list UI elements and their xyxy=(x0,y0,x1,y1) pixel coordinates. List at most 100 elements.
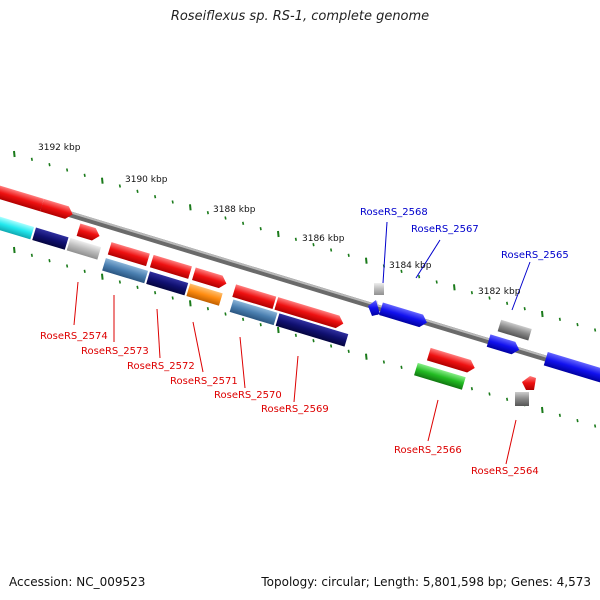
tick-mark xyxy=(365,353,368,360)
position-label: 3184 kbp xyxy=(389,261,432,271)
tick-mark xyxy=(259,227,262,231)
gene-block[interactable] xyxy=(426,347,477,374)
tick-mark xyxy=(13,246,16,254)
tick-mark xyxy=(400,365,403,369)
gene-block[interactable] xyxy=(515,392,529,406)
tick-mark xyxy=(206,307,209,311)
gene-label-rosers-2568[interactable]: RoseRS_2568 xyxy=(360,207,428,218)
tick-mark xyxy=(558,413,561,417)
tick-mark xyxy=(400,269,403,273)
gene-label-rosers-2569[interactable]: RoseRS_2569 xyxy=(261,404,329,415)
tick-mark xyxy=(83,173,86,177)
gene-block[interactable] xyxy=(379,302,429,329)
genome-summary-text: Topology: circular; Length: 5,801,598 bp… xyxy=(261,575,591,589)
gene-label-rosers-2565[interactable]: RoseRS_2565 xyxy=(501,250,569,261)
gene-block[interactable] xyxy=(486,334,521,356)
position-label: 3186 kbp xyxy=(302,234,345,244)
tick-mark xyxy=(189,300,192,307)
tick-mark xyxy=(576,322,579,327)
gene-block[interactable] xyxy=(192,267,228,290)
tick-mark xyxy=(118,184,121,188)
tick-mark xyxy=(136,285,139,289)
gene-block[interactable] xyxy=(32,227,69,250)
tick-mark xyxy=(330,344,333,348)
genome-title: Roseiflexus sp. RS-1, complete genome xyxy=(170,9,430,24)
tick-mark xyxy=(224,216,227,220)
tick-mark xyxy=(13,150,16,158)
tick-mark xyxy=(242,221,245,225)
gene-block[interactable] xyxy=(497,319,532,341)
tick-mark xyxy=(294,237,297,241)
gene-block[interactable] xyxy=(374,283,384,295)
tick-mark xyxy=(594,328,597,332)
gene-block[interactable] xyxy=(102,258,149,284)
tick-mark xyxy=(206,211,209,215)
tick-mark xyxy=(83,269,86,273)
tick-mark xyxy=(48,259,51,263)
tick-mark xyxy=(435,280,438,284)
tick-mark xyxy=(558,317,561,321)
tick-mark xyxy=(48,163,51,167)
gene-block[interactable] xyxy=(40,198,74,221)
tick-mark xyxy=(506,301,509,305)
tick-mark xyxy=(347,349,350,353)
tick-mark xyxy=(541,406,544,414)
gene-block[interactable] xyxy=(107,242,150,267)
gene-block[interactable] xyxy=(76,223,102,242)
gene-block[interactable] xyxy=(149,254,192,279)
tick-mark xyxy=(347,253,350,257)
tick-mark xyxy=(171,200,174,204)
gene-label-rosers-2567[interactable]: RoseRS_2567 xyxy=(411,224,479,235)
gene-block[interactable] xyxy=(543,352,600,383)
tick-mark xyxy=(418,275,421,279)
gene-label-rosers-2573[interactable]: RoseRS_2573 xyxy=(81,346,149,357)
gene-label-rosers-2564[interactable]: RoseRS_2564 xyxy=(471,466,539,477)
tick-mark xyxy=(101,177,104,184)
gene-labels: RoseRS_2574 RoseRS_2573 RoseRS_2572 Rose… xyxy=(40,207,569,477)
gene-label-rosers-2572[interactable]: RoseRS_2572 xyxy=(127,361,195,372)
accession-text: Accession: NC_009523 xyxy=(9,575,146,589)
tick-mark xyxy=(523,307,526,311)
tick-mark xyxy=(242,317,245,321)
gene-label-rosers-2574[interactable]: RoseRS_2574 xyxy=(40,331,108,342)
tick-mark xyxy=(488,392,491,396)
tick-mark xyxy=(224,312,227,316)
gene-block[interactable] xyxy=(522,376,536,390)
tick-mark xyxy=(259,323,262,327)
tick-mark xyxy=(101,273,104,280)
gene-block[interactable] xyxy=(0,214,35,240)
tick-mark xyxy=(382,360,385,364)
tick-mark xyxy=(294,333,297,337)
gene-block[interactable] xyxy=(414,362,466,390)
tick-mark xyxy=(470,291,473,295)
position-labels: 3192 kbp 3190 kbp 3188 kbp 3186 kbp 3184… xyxy=(38,143,521,297)
gene-block[interactable] xyxy=(232,284,277,310)
tick-mark xyxy=(277,326,280,334)
gene-block[interactable] xyxy=(368,300,380,316)
gene-label-rosers-2571[interactable]: RoseRS_2571 xyxy=(170,376,238,387)
gene-block[interactable] xyxy=(274,297,345,330)
tick-mark xyxy=(312,243,315,247)
gene-block[interactable] xyxy=(186,283,223,306)
gene-label-rosers-2566[interactable]: RoseRS_2566 xyxy=(394,445,462,456)
tick-mark xyxy=(30,157,33,161)
tick-mark xyxy=(470,387,473,391)
tick-mark xyxy=(576,418,579,423)
tick-mark xyxy=(312,339,315,343)
tick-mark xyxy=(189,204,192,211)
gene-block[interactable] xyxy=(0,183,44,212)
gene-block[interactable] xyxy=(66,237,102,260)
tick-mark xyxy=(154,291,157,295)
tick-mark xyxy=(136,189,139,193)
tick-mark xyxy=(154,195,157,199)
tick-mark xyxy=(330,248,333,252)
gene-block[interactable] xyxy=(275,313,349,347)
position-label: 3190 kbp xyxy=(125,175,168,185)
gene-label-rosers-2570[interactable]: RoseRS_2570 xyxy=(214,390,282,401)
gene-features[interactable] xyxy=(0,183,600,406)
gene-block[interactable] xyxy=(146,271,189,296)
tick-mark xyxy=(30,253,33,257)
gene-block[interactable] xyxy=(229,299,278,326)
